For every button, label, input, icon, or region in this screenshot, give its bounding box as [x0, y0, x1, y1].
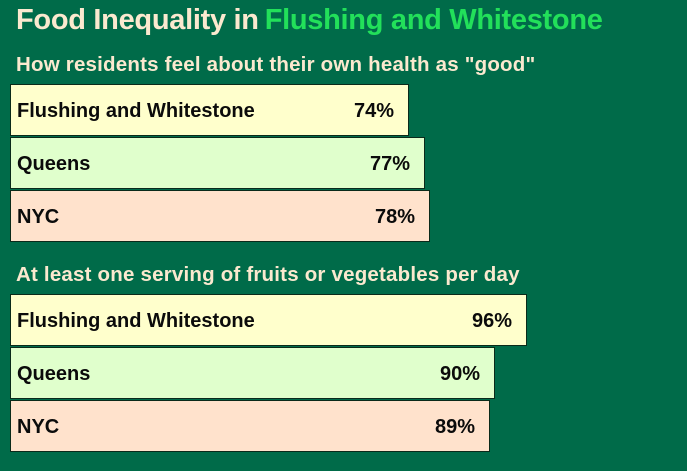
bar-label: Queens	[17, 363, 91, 385]
bar-1-2: Queens 77%	[10, 137, 425, 189]
bar-label: Flushing and Whitestone	[17, 310, 255, 332]
bar-value-label: 78%	[374, 206, 415, 228]
bar-label: Flushing and Whitestone	[17, 100, 255, 122]
bar-1-1: Flushing and Whitestone 74%	[10, 84, 409, 136]
bar-2-1: Flushing and Whitestone 96%	[10, 294, 527, 346]
bar-label: NYC	[17, 416, 60, 438]
bar-label: Queens	[17, 153, 91, 175]
bar-2-3: NYC 89%	[10, 400, 490, 452]
bar-value-label: 96%	[471, 310, 512, 332]
bar-value-label: 77%	[369, 153, 410, 175]
chart-1-title: How residents feel about their own healt…	[16, 53, 536, 76]
bar-label: NYC	[17, 206, 60, 228]
title-prefix: Food Inequality in	[16, 4, 259, 36]
chart-2-title: At least one serving of fruits or vegeta…	[16, 263, 520, 286]
bar-value-label: 89%	[434, 416, 475, 438]
bar-2-2: Queens 90%	[10, 347, 495, 399]
bar-1-3: NYC 78%	[10, 190, 430, 242]
bar-value-label: 74%	[353, 100, 394, 122]
title-highlight: Flushing and Whitestone	[264, 4, 603, 36]
bar-value-label: 90%	[439, 363, 480, 385]
page-title: Food Inequality in Flushing and Whiteston…	[16, 4, 603, 37]
